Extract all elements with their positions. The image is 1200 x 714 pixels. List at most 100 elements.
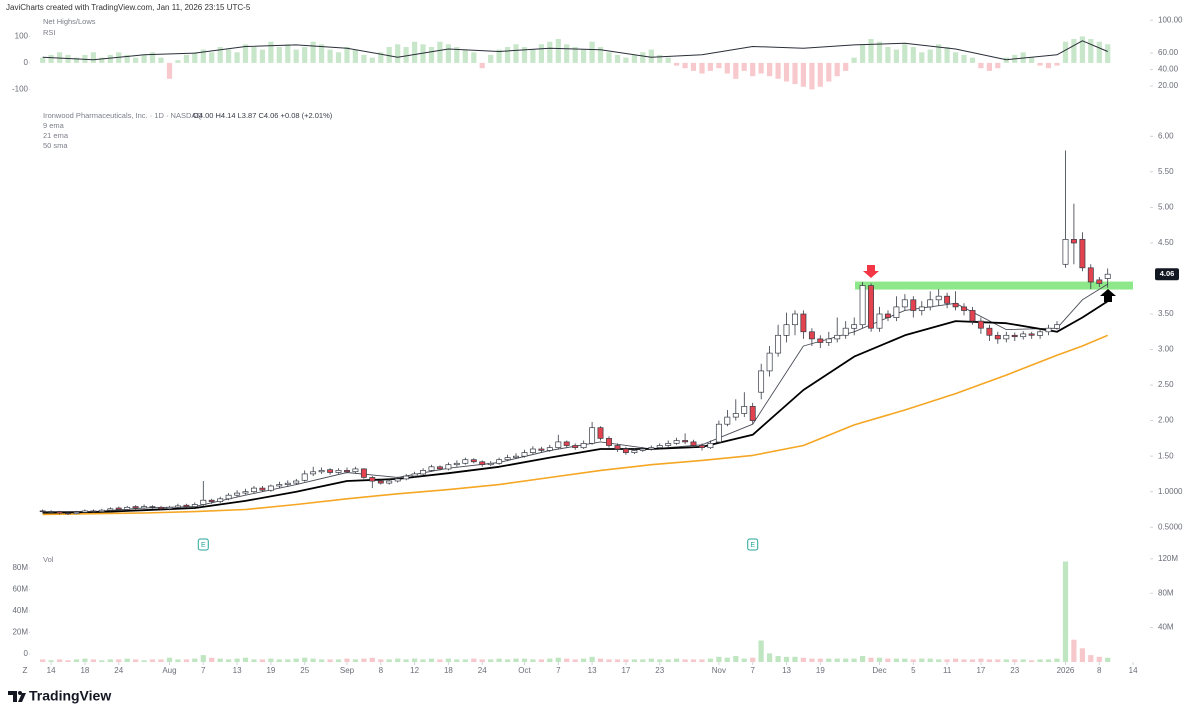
bar	[589, 656, 595, 662]
candle-body	[546, 447, 553, 451]
candle-body	[445, 464, 452, 470]
bar	[90, 52, 96, 63]
bar	[682, 659, 688, 662]
x-tick-label: 23	[655, 666, 664, 675]
candle-body	[225, 494, 232, 500]
bar	[986, 62, 992, 71]
bar	[597, 658, 604, 662]
y-tick-label: -100	[12, 85, 29, 94]
bar	[302, 657, 308, 662]
candle-body	[1096, 279, 1103, 284]
x-tick-label: 23	[1010, 666, 1019, 675]
y-tick-label: 0	[24, 58, 29, 67]
candle-body	[318, 470, 325, 473]
candle-body	[377, 480, 384, 484]
bar	[978, 62, 984, 69]
bar	[133, 57, 139, 63]
candle-body	[158, 506, 164, 510]
bar	[276, 659, 282, 662]
bar	[183, 659, 189, 662]
bar	[758, 640, 764, 662]
candle-body	[961, 306, 967, 311]
bar	[555, 39, 561, 63]
candle-body	[834, 334, 841, 340]
bar	[919, 52, 925, 63]
bar	[73, 659, 80, 662]
bar	[530, 659, 536, 662]
earnings-label: E	[201, 542, 206, 549]
bar	[496, 658, 502, 662]
candle-body	[622, 448, 629, 453]
ma-legend: 21 ema	[43, 131, 69, 140]
candle-body	[986, 327, 993, 336]
bar	[581, 49, 587, 63]
candle-body	[707, 443, 714, 449]
candle-body	[699, 445, 705, 448]
x-tick-label: 8	[1097, 666, 1102, 675]
bar	[995, 62, 1001, 69]
bar	[690, 659, 697, 662]
candle-body	[208, 499, 215, 502]
bar	[226, 659, 232, 662]
candle-body	[614, 445, 621, 450]
candle-body	[360, 468, 367, 478]
bar	[707, 62, 713, 71]
bar	[893, 49, 899, 63]
bar	[403, 47, 409, 63]
bar	[420, 659, 426, 662]
x-tick-label: 25	[300, 666, 309, 675]
x-tick-label: 17	[621, 666, 630, 675]
candle-body	[124, 506, 131, 510]
bar	[792, 62, 798, 85]
candle-body	[1037, 331, 1044, 336]
candle-body	[1070, 239, 1077, 244]
candle-body	[935, 295, 942, 301]
bar	[783, 62, 790, 82]
candle-body	[977, 320, 984, 329]
bar	[437, 41, 443, 63]
bar	[48, 660, 54, 662]
bar	[65, 660, 71, 662]
bar	[403, 659, 409, 662]
bar	[259, 659, 265, 662]
candle-body	[81, 510, 88, 513]
candle-body	[132, 506, 139, 509]
bar	[124, 658, 130, 662]
bar	[107, 659, 113, 662]
candle-body	[174, 505, 181, 508]
bar	[116, 659, 122, 662]
bar	[82, 658, 88, 662]
bar	[724, 62, 730, 74]
candle-body	[724, 416, 731, 425]
bar	[445, 658, 451, 662]
candle-body	[673, 440, 680, 444]
bar	[851, 658, 857, 662]
bar	[834, 658, 840, 662]
y-tick-label: 20.00	[1158, 81, 1179, 90]
bar	[927, 658, 933, 662]
bar	[412, 658, 418, 662]
bar	[1037, 659, 1043, 662]
candle-body	[166, 506, 173, 510]
bar	[395, 658, 401, 662]
candle-body	[969, 310, 976, 322]
candle-body	[115, 507, 122, 510]
bar	[969, 659, 976, 662]
y-tick-label: 3.50	[1158, 309, 1174, 318]
y-tick-label: 120M	[1158, 554, 1178, 563]
candle-body	[589, 427, 596, 444]
bar	[141, 54, 147, 63]
bar	[352, 49, 358, 63]
candle-body	[411, 473, 418, 477]
bar	[378, 52, 384, 63]
y-tick-label: 60.00	[1158, 48, 1179, 57]
x-tick-label: Sep	[340, 666, 355, 675]
axis-button[interactable]: Z	[23, 666, 28, 675]
candle-body	[39, 510, 46, 513]
candle-body	[1020, 333, 1027, 338]
x-tick-label: 14	[47, 666, 56, 675]
down-arrow	[863, 265, 879, 278]
bar	[1079, 36, 1085, 63]
bar	[699, 62, 705, 74]
